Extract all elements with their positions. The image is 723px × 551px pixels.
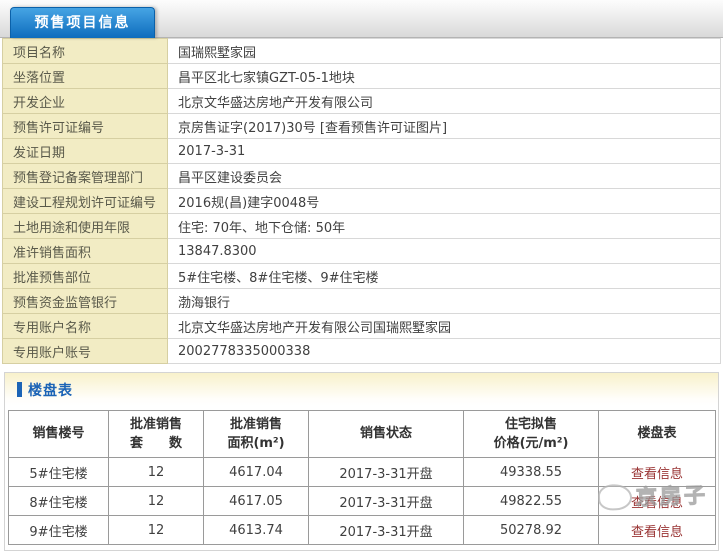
tab-presale-project-info[interactable]: 预售项目信息 — [10, 7, 155, 38]
info-value-text: 住宅: 70年、地下仓储: 50年 — [178, 220, 346, 236]
info-value: 北京文华盛达房地产开发有限公司国瑞熙墅家园 — [167, 313, 721, 339]
building-cell: 4617.04 — [203, 457, 309, 487]
info-row: 专用账户账号 2002778335000338 — [2, 338, 721, 364]
presale-info-table: 项目名称 国瑞熙墅家园 坐落位置 昌平区北七家镇GZT-05-1地块 开发企业 北京文华盛… — [2, 38, 721, 364]
building-cell: 4617.05 — [203, 486, 309, 516]
building-cell: 8#住宅楼 — [8, 486, 109, 516]
info-label: 预售资金监管银行 — [2, 288, 168, 314]
info-value: 昌平区北七家镇GZT-05-1地块 — [167, 63, 721, 89]
info-value: 京房售证字(2017)30号 [查看预售许可证图片] — [167, 113, 721, 139]
info-value: 国瑞熙墅家园 — [167, 38, 721, 64]
building-action-cell: 查看信息 — [598, 515, 716, 545]
view-info-link[interactable]: 查看信息 — [630, 524, 683, 540]
info-value-text: 昌平区北七家镇GZT-05-1地块 — [178, 70, 355, 86]
info-label: 坐落位置 — [2, 63, 168, 89]
info-label: 预售许可证编号 — [2, 113, 168, 139]
building-action-cell: 查看信息 — [598, 486, 716, 516]
building-cell: 50278.92 — [463, 515, 599, 545]
info-row: 专用账户名称 北京文华盛达房地产开发有限公司国瑞熙墅家园 — [2, 313, 721, 339]
info-label: 项目名称 — [2, 38, 168, 64]
building-table-row: 5#住宅楼 12 4617.04 2017-3-31开盘 49338.55 查看信息 — [8, 457, 716, 487]
info-row: 准许销售面积 13847.8300 — [2, 238, 721, 264]
info-value-text: 国瑞熙墅家园 — [178, 45, 257, 61]
info-value-text: 13847.8300 — [178, 243, 257, 259]
view-info-link[interactable]: 查看信息 — [630, 495, 683, 511]
info-value-text: 2002778335000338 — [178, 343, 311, 359]
section-title: 楼盘表 — [28, 382, 73, 399]
building-table: 销售楼号 批准销售 套 数批准销售 面积(m²) 销售状态 住宅拟售 价格(元/m²)… — [8, 410, 716, 545]
building-column-header: 住宅拟售 价格(元/m²) — [463, 410, 599, 458]
info-value: 2002778335000338 — [167, 338, 721, 364]
info-value: 2016规(昌)建字0048号 — [167, 188, 721, 214]
info-value: 2017-3-31 — [167, 138, 721, 164]
building-cell: 5#住宅楼 — [8, 457, 109, 487]
info-row: 开发企业 北京文华盛达房地产开发有限公司 — [2, 88, 721, 114]
building-cell: 9#住宅楼 — [8, 515, 109, 545]
info-row: 发证日期 2017-3-31 — [2, 138, 721, 164]
info-value-text: 京房售证字(2017)30号 — [178, 120, 316, 136]
building-cell: 12 — [108, 457, 204, 487]
info-value: 住宅: 70年、地下仓储: 50年 — [167, 213, 721, 239]
building-column-header: 销售楼号 — [8, 410, 109, 458]
building-cell: 12 — [108, 515, 204, 545]
info-row: 项目名称 国瑞熙墅家园 — [2, 38, 721, 64]
building-action-cell: 查看信息 — [598, 457, 716, 487]
info-label: 预售登记备案管理部门 — [2, 163, 168, 189]
info-value-text: 5#住宅楼、8#住宅楼、9#住宅楼 — [178, 270, 379, 286]
info-row: 批准预售部位 5#住宅楼、8#住宅楼、9#住宅楼 — [2, 263, 721, 289]
info-row: 建设工程规划许可证编号 2016规(昌)建字0048号 — [2, 188, 721, 214]
info-label: 开发企业 — [2, 88, 168, 114]
info-value: 北京文华盛达房地产开发有限公司 — [167, 88, 721, 114]
info-value-text: 北京文华盛达房地产开发有限公司国瑞熙墅家园 — [178, 320, 452, 336]
info-value-text: 2017-3-31 — [178, 143, 246, 159]
info-label: 批准预售部位 — [2, 263, 168, 289]
view-permit-image-link[interactable]: [查看预售许可证图片] — [315, 120, 448, 136]
building-cell: 2017-3-31开盘 — [308, 457, 464, 487]
info-label: 建设工程规划许可证编号 — [2, 188, 168, 214]
building-table-header-row: 销售楼号 批准销售 套 数批准销售 面积(m²) 销售状态 住宅拟售 价格(元/m²)… — [8, 410, 716, 458]
tab-strip: 预售项目信息 — [0, 0, 723, 38]
info-row: 预售许可证编号 京房售证字(2017)30号 [查看预售许可证图片] — [2, 113, 721, 139]
info-value: 渤海银行 — [167, 288, 721, 314]
building-table-row: 8#住宅楼 12 4617.05 2017-3-31开盘 49822.55 查看信息 — [8, 486, 716, 516]
info-label: 专用账户名称 — [2, 313, 168, 339]
info-label: 土地用途和使用年限 — [2, 213, 168, 239]
view-info-link[interactable]: 查看信息 — [630, 466, 683, 482]
building-table-row: 9#住宅楼 12 4613.74 2017-3-31开盘 50278.92 查看信息 — [8, 515, 716, 545]
building-cell: 49822.55 — [463, 486, 599, 516]
building-table-section: 楼盘表 销售楼号 批准销售 套 数批准销售 面积(m²) 销售状态 住宅拟售 价格(元… — [4, 372, 719, 551]
info-value-text: 2016规(昌)建字0048号 — [178, 195, 320, 211]
info-value: 昌平区建设委员会 — [167, 163, 721, 189]
info-row: 土地用途和使用年限 住宅: 70年、地下仓储: 50年 — [2, 213, 721, 239]
info-row: 预售资金监管银行 渤海银行 — [2, 288, 721, 314]
info-label: 发证日期 — [2, 138, 168, 164]
info-value-text: 昌平区建设委员会 — [178, 170, 283, 186]
info-row: 坐落位置 昌平区北七家镇GZT-05-1地块 — [2, 63, 721, 89]
info-value-text: 渤海银行 — [178, 295, 231, 311]
building-column-header: 批准销售 套 数 — [108, 410, 204, 458]
building-cell: 49338.55 — [463, 457, 599, 487]
info-label: 专用账户账号 — [2, 338, 168, 364]
info-value: 13847.8300 — [167, 238, 721, 264]
info-label: 准许销售面积 — [2, 238, 168, 264]
building-column-header: 销售状态 — [308, 410, 464, 458]
building-column-header: 批准销售 面积(m²) — [203, 410, 309, 458]
section-title-bar-icon — [17, 382, 22, 397]
building-cell: 2017-3-31开盘 — [308, 486, 464, 516]
building-column-header: 楼盘表 — [598, 410, 716, 458]
building-cell: 12 — [108, 486, 204, 516]
info-value: 5#住宅楼、8#住宅楼、9#住宅楼 — [167, 263, 721, 289]
info-value-text: 北京文华盛达房地产开发有限公司 — [178, 95, 374, 111]
building-cell: 4613.74 — [203, 515, 309, 545]
building-cell: 2017-3-31开盘 — [308, 515, 464, 545]
info-row: 预售登记备案管理部门 昌平区建设委员会 — [2, 163, 721, 189]
section-header: 楼盘表 — [5, 373, 718, 406]
